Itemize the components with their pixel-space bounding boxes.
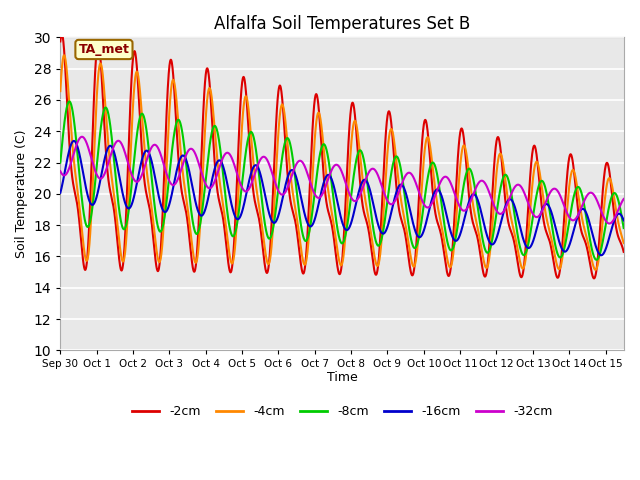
- -32cm: [121, 149, 129, 155]
- Legend: -2cm, -4cm, -8cm, -16cm, -32cm: -2cm, -4cm, -8cm, -16cm, -32cm: [127, 400, 557, 423]
- -4cm: [609, 188, 617, 194]
- -2cm: [56, 38, 64, 44]
- -8cm: [593, 257, 600, 263]
- Y-axis label: Soil Temperature (C): Soil Temperature (C): [15, 130, 28, 258]
- -16cm: [620, 217, 628, 223]
- -16cm: [154, 191, 162, 196]
- -32cm: [605, 221, 613, 227]
- -2cm: [297, 262, 305, 267]
- -32cm: [297, 158, 305, 164]
- -8cm: [121, 226, 129, 232]
- -16cm: [56, 190, 64, 196]
- -2cm: [548, 250, 556, 255]
- -4cm: [548, 239, 556, 245]
- -16cm: [121, 199, 129, 204]
- X-axis label: Time: Time: [326, 371, 357, 384]
- -2cm: [609, 201, 617, 206]
- -16cm: [597, 252, 605, 258]
- Line: -8cm: -8cm: [60, 101, 624, 260]
- -8cm: [154, 225, 162, 231]
- -2cm: [273, 112, 280, 118]
- -32cm: [154, 145, 162, 151]
- Line: -2cm: -2cm: [60, 34, 624, 278]
- -32cm: [609, 218, 617, 224]
- -4cm: [620, 240, 628, 246]
- -4cm: [297, 245, 305, 251]
- -32cm: [56, 168, 64, 174]
- -16cm: [297, 194, 305, 200]
- -4cm: [56, 88, 64, 94]
- -8cm: [273, 201, 280, 207]
- -16cm: [70, 138, 77, 144]
- -4cm: [154, 257, 162, 263]
- -2cm: [620, 249, 628, 255]
- -2cm: [590, 276, 598, 281]
- -32cm: [273, 184, 280, 190]
- -16cm: [548, 212, 556, 217]
- Line: -32cm: -32cm: [60, 137, 624, 224]
- -8cm: [65, 98, 73, 104]
- -32cm: [78, 134, 86, 140]
- -4cm: [121, 252, 129, 258]
- -8cm: [620, 225, 628, 231]
- -16cm: [609, 221, 617, 227]
- -4cm: [591, 267, 599, 273]
- Line: -4cm: -4cm: [60, 55, 624, 270]
- -16cm: [273, 217, 280, 223]
- -2cm: [154, 268, 162, 274]
- -2cm: [58, 31, 66, 37]
- -8cm: [609, 191, 617, 197]
- -2cm: [121, 240, 129, 245]
- Title: Alfalfa Soil Temperatures Set B: Alfalfa Soil Temperatures Set B: [214, 15, 470, 33]
- -32cm: [548, 187, 556, 192]
- -4cm: [273, 160, 280, 166]
- Line: -16cm: -16cm: [60, 141, 624, 255]
- Text: TA_met: TA_met: [79, 43, 129, 56]
- -4cm: [60, 52, 68, 58]
- -8cm: [56, 160, 64, 166]
- -8cm: [297, 222, 305, 228]
- -32cm: [620, 196, 628, 202]
- -8cm: [548, 224, 556, 230]
